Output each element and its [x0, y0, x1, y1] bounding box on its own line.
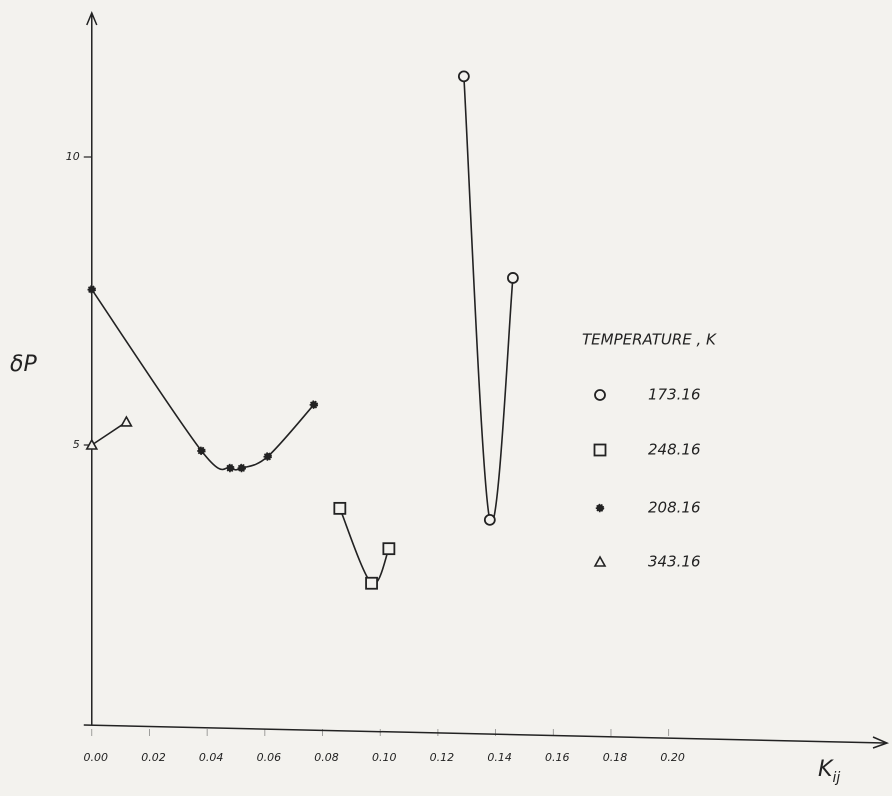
legend-label: 173.16 [648, 386, 701, 404]
series-curve [92, 289, 314, 469]
data-point [485, 515, 495, 525]
x-tick-label: 0.00 [84, 751, 109, 764]
y-tick-label: 5 [73, 438, 80, 451]
legend-label: 248.16 [648, 441, 701, 459]
data-point [310, 401, 317, 408]
x-tick-label: 0.18 [603, 751, 628, 764]
data-point [383, 543, 394, 554]
data-point [198, 447, 205, 454]
x-axis-label: Kij [818, 757, 840, 786]
data-point [264, 453, 271, 460]
legend-marker [595, 557, 605, 566]
data-point [88, 286, 95, 293]
x-tick-label: 0.16 [545, 751, 570, 764]
x-tick-label: 0.04 [199, 751, 224, 764]
legend-marker [595, 390, 605, 400]
data-point [334, 503, 345, 514]
data-point [227, 465, 234, 472]
x-axis [84, 725, 885, 743]
x-tick-label: 0.06 [257, 751, 282, 764]
legend-label: 208.16 [648, 499, 701, 517]
x-tick-label: 0.10 [372, 751, 397, 764]
x-axis-label-sub: ij [832, 770, 840, 786]
data-point [508, 273, 518, 283]
data-point [121, 417, 131, 426]
legend-marker [597, 505, 604, 512]
data-point [459, 71, 469, 81]
y-tick-label: 10 [66, 150, 80, 163]
series-curve [464, 76, 513, 523]
y-axis-label: δP [10, 352, 37, 377]
chart: δP Kij TEMPERATURE , K 5 10 0.00 0.02 0.04 0.… [0, 0, 892, 796]
x-tick-label: 0.02 [141, 751, 166, 764]
x-tick-label: 0.20 [660, 751, 685, 764]
data-point [238, 465, 245, 472]
legend-marker [595, 445, 606, 456]
legend-title: TEMPERATURE , K [582, 331, 717, 349]
legend-label: 343.16 [648, 553, 701, 571]
x-tick-label: 0.12 [430, 751, 455, 764]
x-tick-label: 0.14 [487, 751, 512, 764]
series-curve [340, 508, 389, 584]
data-point [366, 578, 377, 589]
x-tick-label: 0.08 [314, 751, 339, 764]
